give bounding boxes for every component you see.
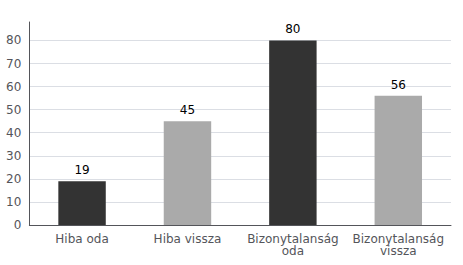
svg-text:50: 50 (6, 103, 21, 117)
svg-text:80: 80 (6, 33, 21, 47)
svg-text:Bizonytalanság: Bizonytalanság (247, 232, 339, 246)
svg-text:0: 0 (14, 218, 22, 232)
svg-text:30: 30 (6, 149, 21, 163)
svg-text:20: 20 (6, 172, 21, 186)
svg-text:vissza: vissza (380, 244, 417, 258)
svg-text:Hiba oda: Hiba oda (55, 232, 108, 246)
svg-text:56: 56 (391, 78, 406, 92)
svg-text:Hiba vissza: Hiba vissza (154, 232, 222, 246)
svg-text:60: 60 (6, 80, 21, 94)
svg-text:19: 19 (74, 163, 89, 177)
svg-text:oda: oda (282, 244, 304, 258)
svg-text:70: 70 (6, 57, 21, 71)
svg-text:Bizonytalanság: Bizonytalanság (352, 232, 444, 246)
svg-text:80: 80 (285, 22, 300, 36)
svg-text:10: 10 (6, 195, 21, 209)
svg-text:45: 45 (180, 103, 195, 117)
svg-text:40: 40 (6, 126, 21, 140)
